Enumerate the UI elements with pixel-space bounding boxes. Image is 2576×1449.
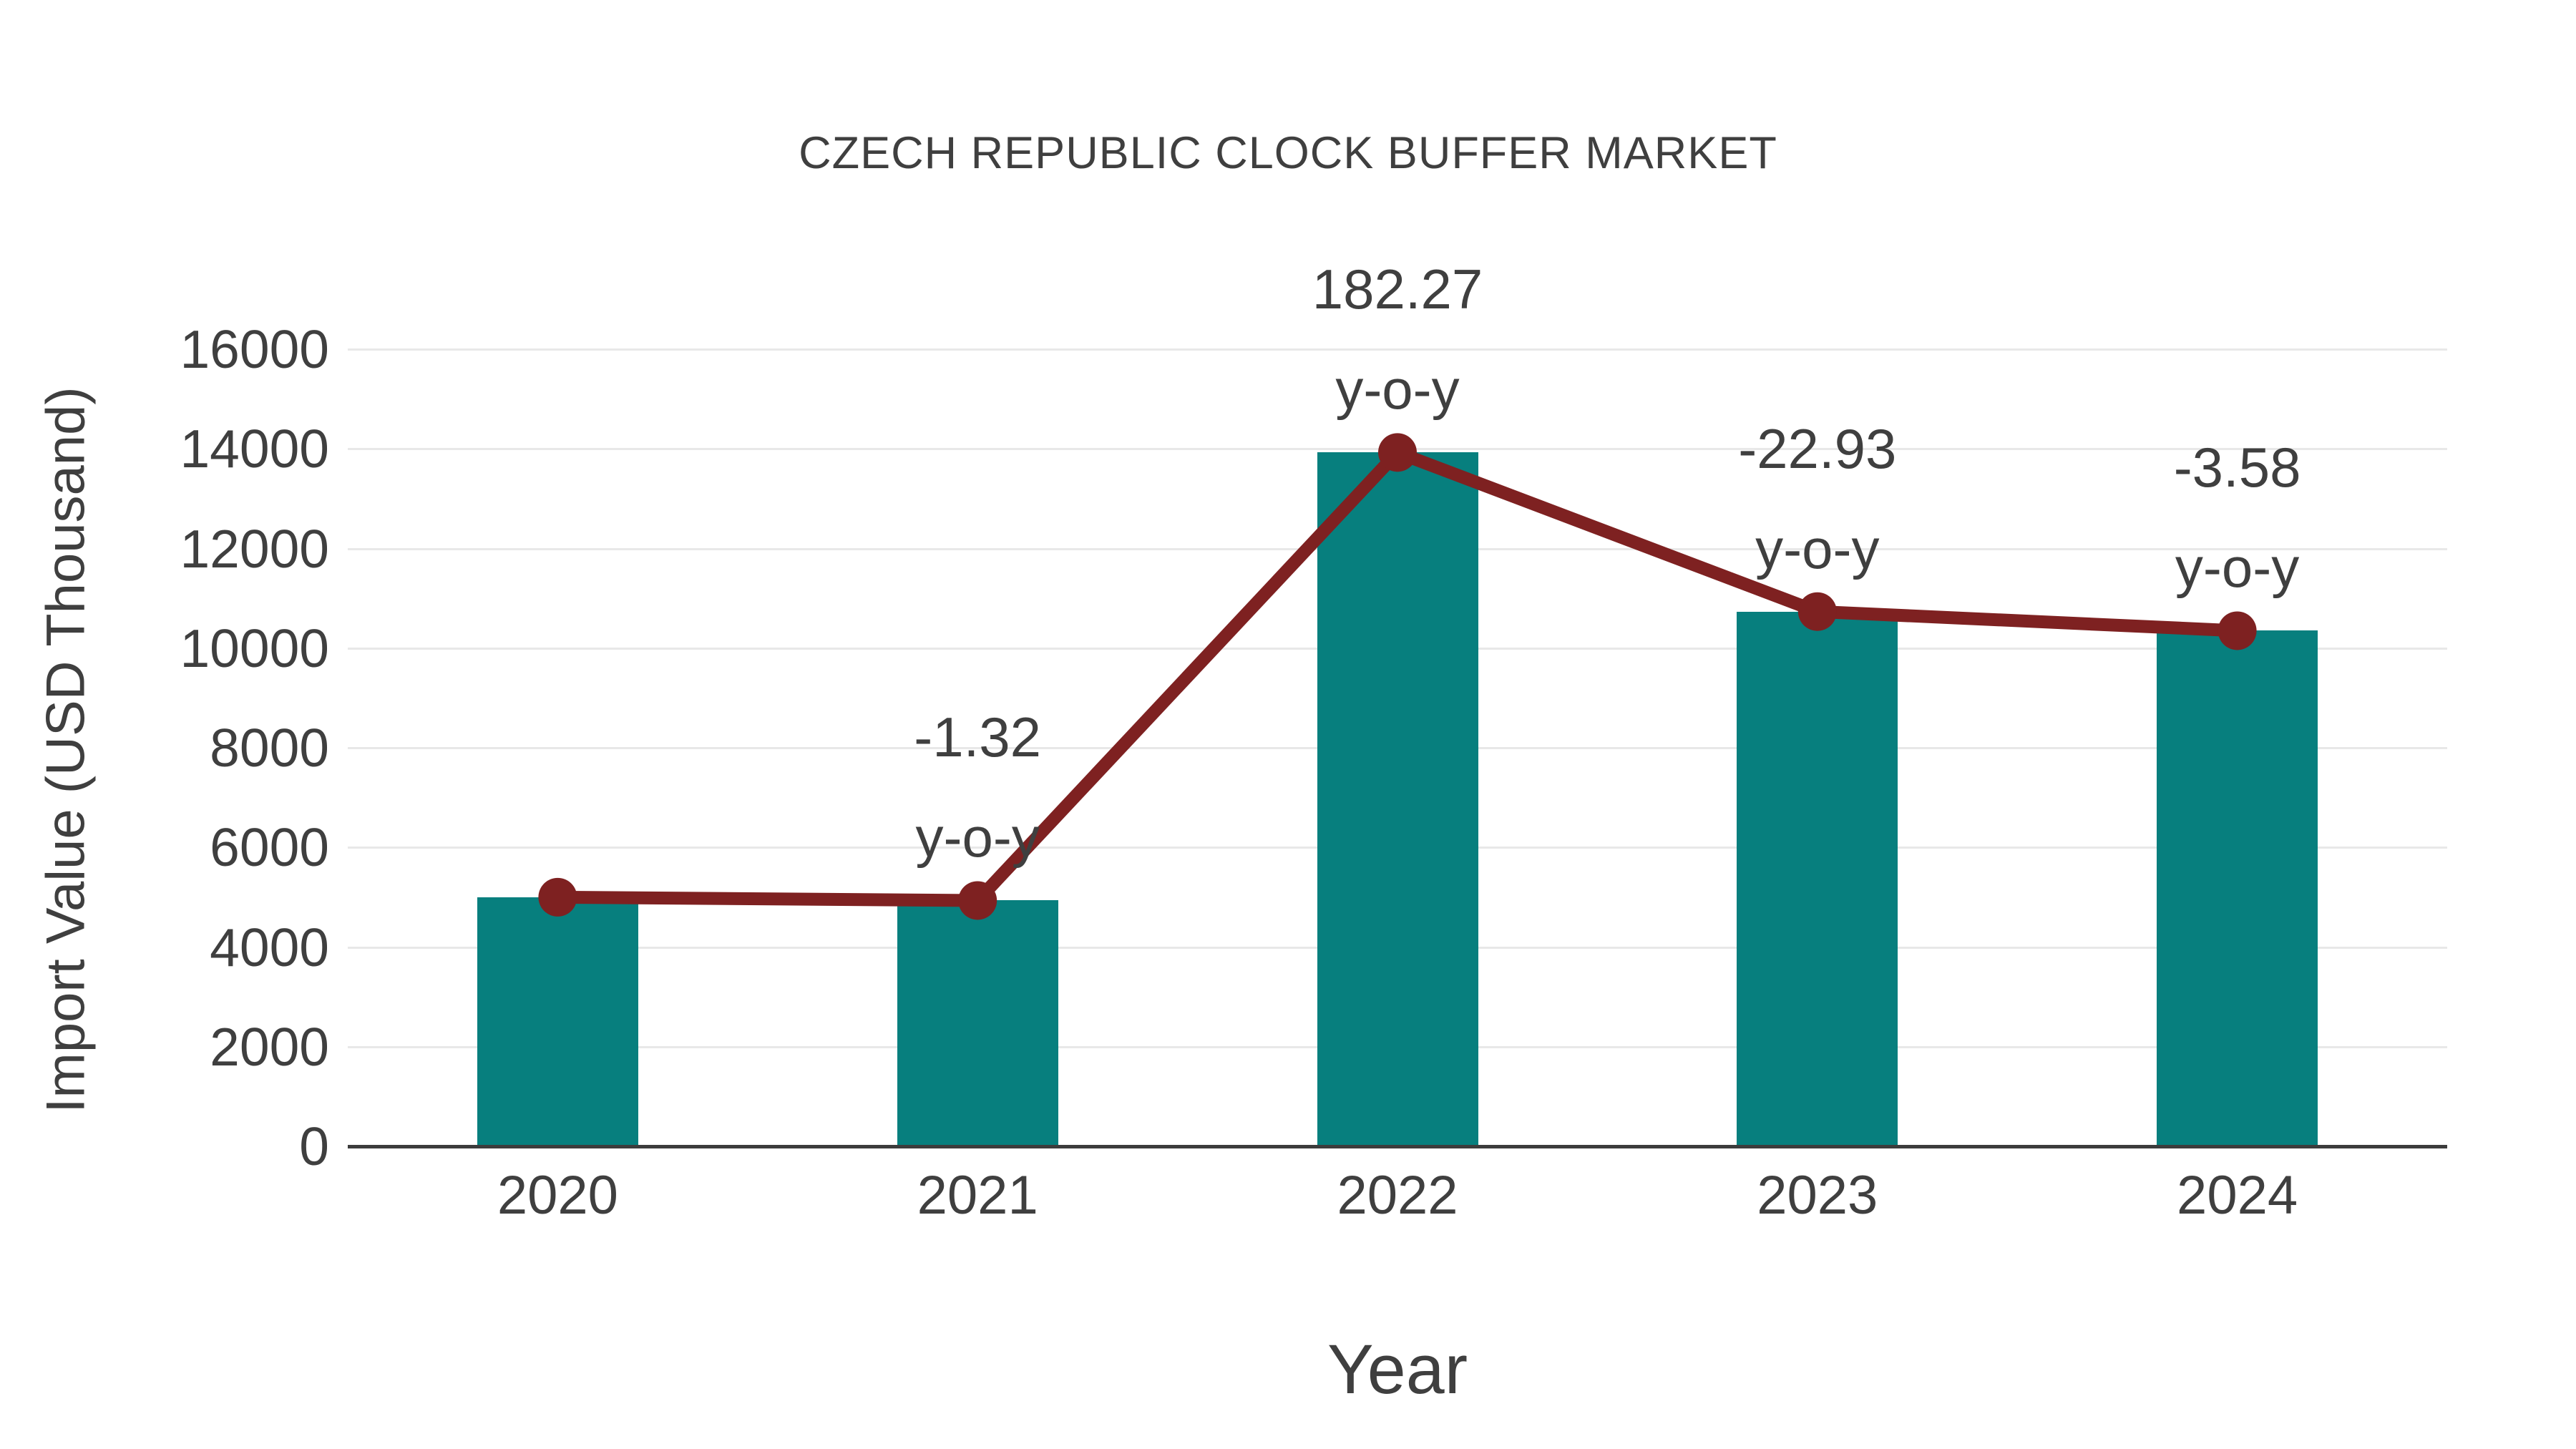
y-tick-label: 14000	[180, 419, 329, 479]
annotation-2023: -22.93 y-o-y	[1639, 399, 1996, 599]
y-tick-label: 8000	[210, 718, 329, 778]
x-tick-label-2021: 2021	[917, 1165, 1038, 1226]
x-tick-label-2024: 2024	[2177, 1165, 2298, 1226]
bar-2020	[477, 897, 638, 1146]
x-tick-label-2022: 2022	[1337, 1165, 1458, 1226]
bar-2021	[897, 900, 1058, 1146]
annotation-value: -22.93	[1738, 416, 1897, 480]
y-tick-label: 4000	[210, 917, 329, 977]
gridline-y-16000	[348, 348, 2447, 351]
y-tick-label: 16000	[180, 319, 329, 379]
y-tick-label: 12000	[180, 518, 329, 579]
x-tick-label-2020: 2020	[497, 1165, 618, 1226]
annotation-suffix: y-o-y	[915, 806, 1040, 869]
y-tick-label: 0	[299, 1116, 329, 1176]
x-axis-title: Year	[1327, 1330, 1468, 1408]
y-tick-label: 10000	[180, 618, 329, 678]
annotation-2024: -3.58 y-o-y	[2059, 417, 2416, 618]
y-tick-label: 2000	[210, 1016, 329, 1077]
bar-2023	[1737, 611, 1898, 1146]
annotation-value: -1.32	[914, 706, 1042, 769]
annotation-value: 182.27	[1312, 258, 1483, 321]
bar-2024	[2157, 630, 2318, 1146]
y-tick-label: 6000	[210, 817, 329, 878]
annotation-2022: 182.27 y-o-y	[1219, 239, 1576, 439]
bar-2022	[1317, 452, 1478, 1146]
x-axis-line	[348, 1145, 2447, 1148]
annotation-suffix: y-o-y	[1335, 358, 1460, 421]
x-tick-label-2023: 2023	[1757, 1165, 1878, 1226]
annotation-suffix: y-o-y	[1755, 517, 1880, 580]
annotation-suffix: y-o-y	[2175, 536, 2300, 600]
annotation-value: -3.58	[2173, 436, 2301, 499]
chart-title: CZECH REPUBLIC CLOCK BUFFER MARKET	[799, 128, 1777, 178]
annotation-2021: -1.32 y-o-y	[799, 687, 1156, 887]
